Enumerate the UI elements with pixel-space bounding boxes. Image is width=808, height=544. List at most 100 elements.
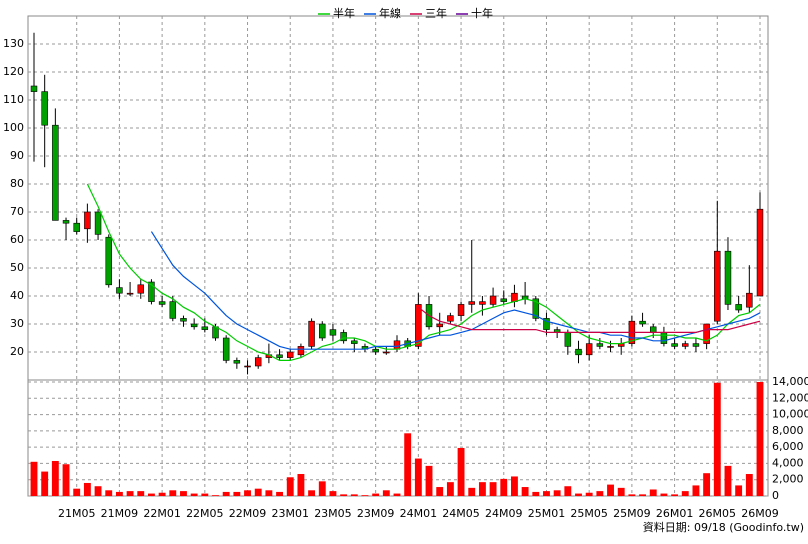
candle-body — [308, 320, 315, 347]
candle-body — [84, 211, 91, 230]
volume-bar — [329, 491, 337, 496]
volume-bar — [308, 490, 316, 496]
candle-body — [276, 354, 283, 358]
volume-bar — [489, 482, 497, 496]
x-tick-label: 26M09 — [741, 507, 779, 520]
volume-bar — [148, 493, 155, 496]
volume-bar — [756, 382, 764, 496]
y-tick-label: 40 — [10, 289, 24, 302]
x-tick-label: 22M01 — [143, 507, 181, 520]
source-note: 資料日期: 09/18 (Goodinfo.tw) — [643, 520, 804, 534]
candle-body — [532, 298, 540, 319]
legend-label: 十年 — [471, 6, 493, 20]
volume-bar — [190, 493, 198, 496]
legend-label: 年線 — [379, 6, 401, 20]
volume-bar — [180, 491, 187, 496]
volume-bar — [511, 476, 518, 496]
volume-bar — [607, 484, 614, 496]
plot-frame — [27, 15, 769, 497]
candle-body — [41, 91, 48, 126]
x-tick-label: 24M05 — [442, 507, 480, 520]
volume-bar — [446, 482, 454, 496]
volume-bar — [457, 447, 465, 496]
candle-body — [596, 343, 604, 347]
candle-body — [94, 211, 102, 235]
candle-body — [756, 208, 764, 297]
y-tick-label: 130 — [3, 37, 24, 50]
candle-body — [489, 295, 497, 305]
ma-line — [417, 306, 761, 333]
x-tick-label: 26M01 — [656, 507, 694, 520]
volume-bar — [222, 491, 230, 496]
candle-body — [116, 287, 123, 294]
volume-bar — [51, 460, 59, 496]
x-tick-label: 25M01 — [528, 507, 566, 520]
candle-body — [585, 343, 593, 356]
volume-bar — [724, 465, 732, 496]
volume-bar — [414, 458, 422, 496]
y2-tick-label: 2,000 — [772, 473, 804, 486]
volume-bar — [628, 494, 636, 496]
candle-body — [639, 320, 646, 325]
x-tick-label: 25M09 — [613, 507, 651, 520]
volume-bar — [361, 495, 369, 496]
y-tick-label: 80 — [10, 177, 24, 190]
volume-bar — [276, 491, 283, 496]
candle-body — [158, 301, 166, 305]
volume-bar — [532, 491, 540, 496]
candle-body — [351, 340, 358, 344]
volume-bar — [126, 491, 134, 496]
legend-label: 半年 — [333, 6, 355, 20]
x-tick-label: 22M09 — [229, 507, 267, 520]
x-tick-label: 22M05 — [186, 507, 224, 520]
candle-body — [244, 365, 251, 368]
volume-bar — [201, 493, 209, 496]
volume-bar — [617, 487, 625, 496]
y-tick-label: 90 — [10, 149, 24, 162]
candle-body — [714, 250, 721, 322]
ma-line — [150, 231, 761, 350]
x-tick-label: 21M09 — [101, 507, 139, 520]
volume-bar — [137, 491, 145, 496]
candle-body — [564, 332, 572, 347]
y-tick-label: 50 — [10, 261, 24, 274]
volume-bar — [340, 494, 348, 496]
candle-body — [319, 323, 326, 339]
candle-body — [468, 301, 475, 305]
candle-body — [254, 357, 262, 367]
y2-tick-label: 12,000 — [772, 391, 808, 404]
volume-bar — [681, 491, 689, 496]
volume-bar — [212, 495, 219, 496]
x-tick-label: 21M05 — [58, 507, 96, 520]
y2-tick-label: 4,000 — [772, 456, 804, 469]
candle-body — [297, 346, 305, 356]
volume-bar — [94, 486, 102, 496]
candle-body — [190, 323, 198, 328]
x-tick-label: 23M05 — [314, 507, 352, 520]
x-tick-label: 24M09 — [485, 507, 523, 520]
volume-bar — [404, 433, 412, 496]
volume-bar — [596, 491, 604, 496]
volume-bar — [115, 491, 123, 496]
candle-body — [607, 346, 614, 348]
candle-body — [137, 284, 145, 294]
volume-bar — [83, 482, 91, 496]
candle-body — [52, 124, 59, 221]
volume-bar — [713, 382, 721, 496]
volume-bar — [735, 485, 743, 496]
candle-body — [286, 351, 294, 358]
candle-body — [201, 326, 209, 330]
y2-tick-label: 8,000 — [772, 424, 804, 437]
y-tick-label: 60 — [10, 233, 24, 246]
volume-bar — [382, 490, 390, 496]
y2-tick-label: 6,000 — [772, 440, 804, 453]
volume-bar — [553, 490, 561, 496]
volume-bar — [639, 494, 646, 496]
volume-bar — [318, 481, 326, 496]
candle-body — [660, 332, 668, 344]
volume-bar — [543, 491, 550, 496]
y-tick-label: 70 — [10, 205, 24, 218]
volume-bar — [233, 491, 241, 496]
volume-bar — [297, 474, 305, 496]
